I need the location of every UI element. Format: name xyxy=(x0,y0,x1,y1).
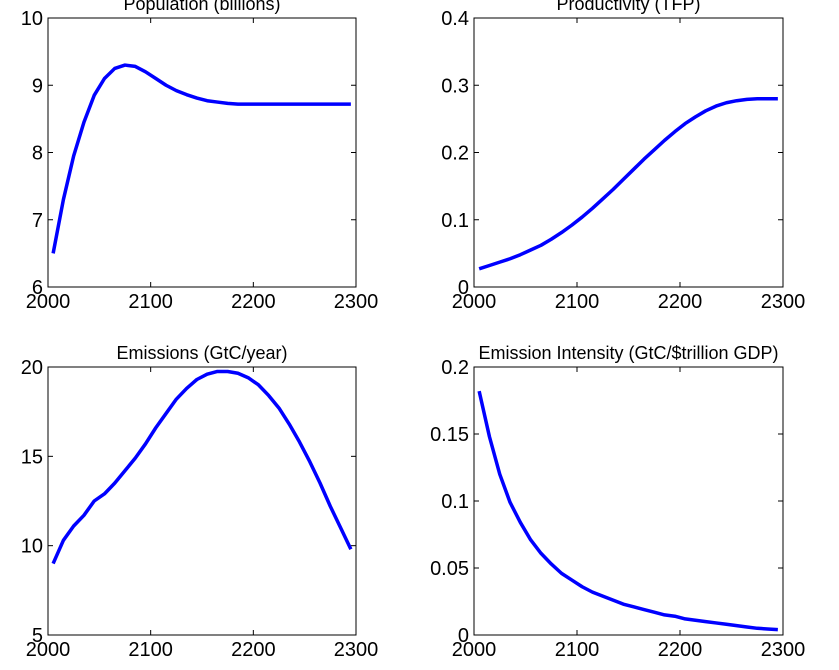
x-tick-label: 2100 xyxy=(555,639,600,661)
x-tick-label: 2200 xyxy=(658,291,703,313)
y-tick-label: 0.2 xyxy=(441,143,469,165)
axes-box xyxy=(473,17,784,288)
x-tick-label: 2300 xyxy=(761,291,806,313)
y-tick-label: 0.4 xyxy=(441,8,469,30)
x-tick-label: 2200 xyxy=(231,639,276,661)
y-tick-label: 0.1 xyxy=(441,491,469,513)
y-tick-label: 8 xyxy=(32,143,43,165)
axes-box xyxy=(47,366,357,636)
y-tick-label: 20 xyxy=(21,357,43,379)
axes-box xyxy=(47,17,357,288)
x-tick-label: 2000 xyxy=(452,291,497,313)
x-tick-label: 2100 xyxy=(128,291,173,313)
y-tick-label: 6 xyxy=(32,277,43,299)
data-line xyxy=(478,96,778,271)
data-line xyxy=(51,63,351,254)
y-tick-label: 7 xyxy=(32,210,43,232)
title: Emission Intensity (GtC/$trillion GDP) xyxy=(478,343,778,363)
y-tick-label: 0.05 xyxy=(430,558,469,580)
title: Productivity (TFP) xyxy=(556,0,700,14)
x-tick-label: 2300 xyxy=(334,291,379,313)
y-tick-label: 0.15 xyxy=(430,424,469,446)
x-tick-label: 2100 xyxy=(128,639,173,661)
x-tick-label: 2300 xyxy=(334,639,379,661)
x-tick-label: 2200 xyxy=(658,639,703,661)
axes-box xyxy=(473,366,784,636)
y-tick-label: 0.1 xyxy=(441,210,469,232)
y-tick-label: 9 xyxy=(32,75,43,97)
data-line xyxy=(477,390,778,632)
y-tick-label: 0 xyxy=(458,625,469,647)
x-tick-label: 2300 xyxy=(761,639,806,661)
title: Population (billions) xyxy=(123,0,280,14)
y-tick-label: 0.2 xyxy=(441,357,469,379)
y-tick-label: 5 xyxy=(32,625,43,647)
data-line xyxy=(51,369,353,565)
y-tick-label: 0.3 xyxy=(441,75,469,97)
y-tick-label: 15 xyxy=(21,446,43,468)
x-tick-label: 2000 xyxy=(452,639,497,661)
x-tick-label: 2000 xyxy=(26,639,71,661)
x-tick-label: 2100 xyxy=(555,291,600,313)
y-tick-label: 10 xyxy=(21,536,43,558)
y-tick-label: 10 xyxy=(21,8,43,30)
title: Emissions (GtC/year) xyxy=(116,343,287,363)
y-tick-label: 0 xyxy=(458,277,469,299)
x-tick-label: 2200 xyxy=(231,291,276,313)
x-tick-label: 2000 xyxy=(26,291,71,313)
